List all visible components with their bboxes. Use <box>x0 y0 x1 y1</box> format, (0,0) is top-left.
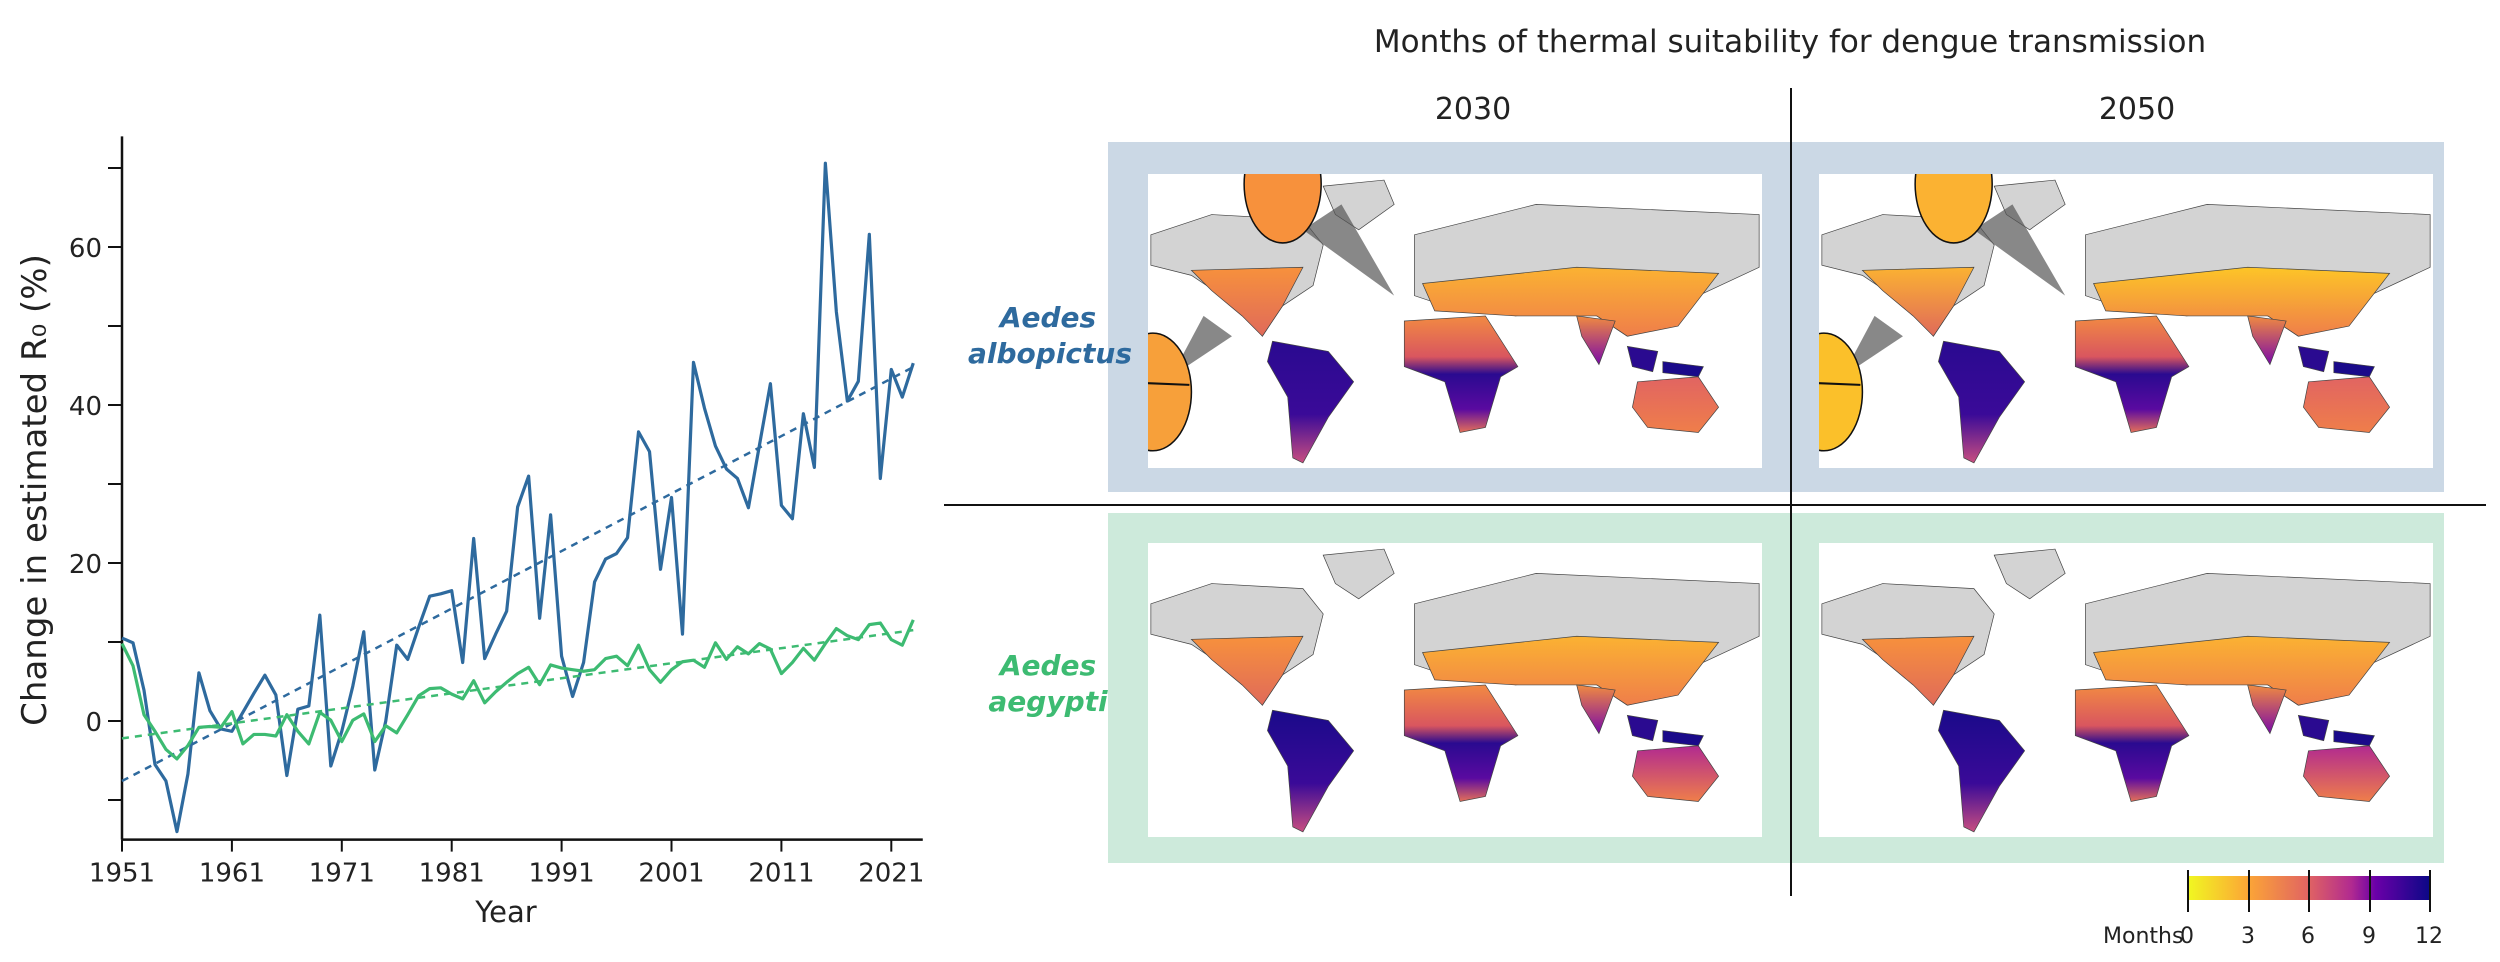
y-tick-label: 40 <box>69 392 102 422</box>
x-tick-label: 1981 <box>419 859 485 889</box>
indonesia <box>2333 730 2375 747</box>
indonesia <box>2333 361 2375 378</box>
x-tick-label: 1961 <box>199 859 265 889</box>
border-inset-magnifier <box>1784 332 1864 452</box>
row-divider <box>944 504 2486 506</box>
north-america-suitable <box>1190 266 1304 337</box>
south-america <box>1267 709 1355 833</box>
x-tick-label: 1991 <box>529 859 595 889</box>
x-axis-label: Year <box>474 895 536 929</box>
colorbar-tick <box>2308 870 2310 912</box>
series-line-aedes-albopictus <box>121 161 915 834</box>
south-america <box>1267 340 1355 464</box>
map-aegypti-2030 <box>1148 543 1762 837</box>
x-tick-label: 2001 <box>638 859 704 889</box>
aegypti-panel <box>1108 513 2444 863</box>
southeast-asia <box>1626 345 1659 373</box>
row-label-line: aegypti <box>988 685 1108 718</box>
map-aegypti-2050 <box>1819 543 2433 837</box>
y-axis-label: Change in estimated R₀ (%) <box>15 254 55 726</box>
australia <box>2303 745 2391 802</box>
south-america <box>1938 340 2026 464</box>
colorbar-tick <box>2429 870 2431 912</box>
colorbar-tick-label: 12 <box>2415 924 2443 949</box>
row-label-line: albopictus <box>968 337 1132 370</box>
column-divider <box>1790 88 1792 896</box>
colorbar-tick-label: 3 <box>2241 924 2255 949</box>
y-tick-label: 20 <box>69 550 102 580</box>
india <box>2247 684 2287 735</box>
column-2030-label: 2030 <box>1434 92 1512 127</box>
magnifier-cone <box>1973 204 2066 296</box>
india <box>1576 684 1616 735</box>
australia <box>1632 745 1720 802</box>
eurasia-suitable <box>1422 635 1720 706</box>
x-tick-label: 2011 <box>748 859 814 889</box>
maps-title: Months of thermal suitability for dengue… <box>1373 24 2207 60</box>
eurasia-suitable <box>2093 266 2391 337</box>
eurasia-suitable <box>1422 266 1720 337</box>
southeast-asia <box>1626 714 1659 742</box>
india <box>1576 315 1616 366</box>
eurasia-suitable <box>2093 635 2391 706</box>
x-tick-label: 1971 <box>309 859 375 889</box>
greenland <box>1993 548 2066 600</box>
trendline-aedes-albopictus <box>121 365 914 783</box>
row-label-line: Aedes <box>999 301 1097 334</box>
colorbar-tick-label: 6 <box>2301 924 2315 949</box>
colorbar-tick-label: 0 <box>2180 924 2194 949</box>
series-line-aedes-aegypti <box>120 619 915 761</box>
india <box>2247 315 2287 366</box>
column-2050-label: 2050 <box>2098 92 2176 127</box>
colorbar-tick <box>2247 870 2250 912</box>
colorbar-tick <box>2368 870 2371 912</box>
row-label-albopictus: Aedes albopictus <box>968 300 1132 372</box>
africa <box>1403 315 1519 433</box>
border-inset-magnifier <box>1113 332 1193 452</box>
y-tick-label: 0 <box>85 708 102 738</box>
greenland <box>1322 548 1395 600</box>
australia <box>2303 376 2391 433</box>
magnifier-cone <box>1302 204 1395 296</box>
x-tick-label: 1951 <box>89 859 155 889</box>
southeast-asia <box>2297 345 2330 373</box>
map-albopictus-2030 <box>1113 124 1762 468</box>
y-tick-label: 60 <box>69 234 102 264</box>
north-america-suitable <box>1190 635 1304 706</box>
map-albopictus-2050 <box>1784 124 2433 468</box>
trendline-aedes-aegypti <box>121 628 914 740</box>
x-tick-label: 2021 <box>858 859 924 889</box>
africa <box>2074 684 2190 802</box>
colorbar-tick-label: 9 <box>2362 924 2376 949</box>
row-label-line: Aedes <box>999 649 1097 682</box>
australia <box>1632 376 1720 433</box>
colorbar-label: Months <box>2103 924 2184 949</box>
north-america-suitable <box>1861 635 1975 706</box>
colorbar-tick <box>2187 870 2189 912</box>
north-america-suitable <box>1861 266 1975 337</box>
africa <box>2074 315 2190 433</box>
africa <box>1403 684 1519 802</box>
southeast-asia <box>2297 714 2330 742</box>
indonesia <box>1662 730 1704 747</box>
row-label-aegypti: Aedes aegypti <box>968 648 1128 720</box>
south-america <box>1938 709 2026 833</box>
albopictus-panel <box>1108 124 2444 492</box>
indonesia <box>1662 361 1704 378</box>
